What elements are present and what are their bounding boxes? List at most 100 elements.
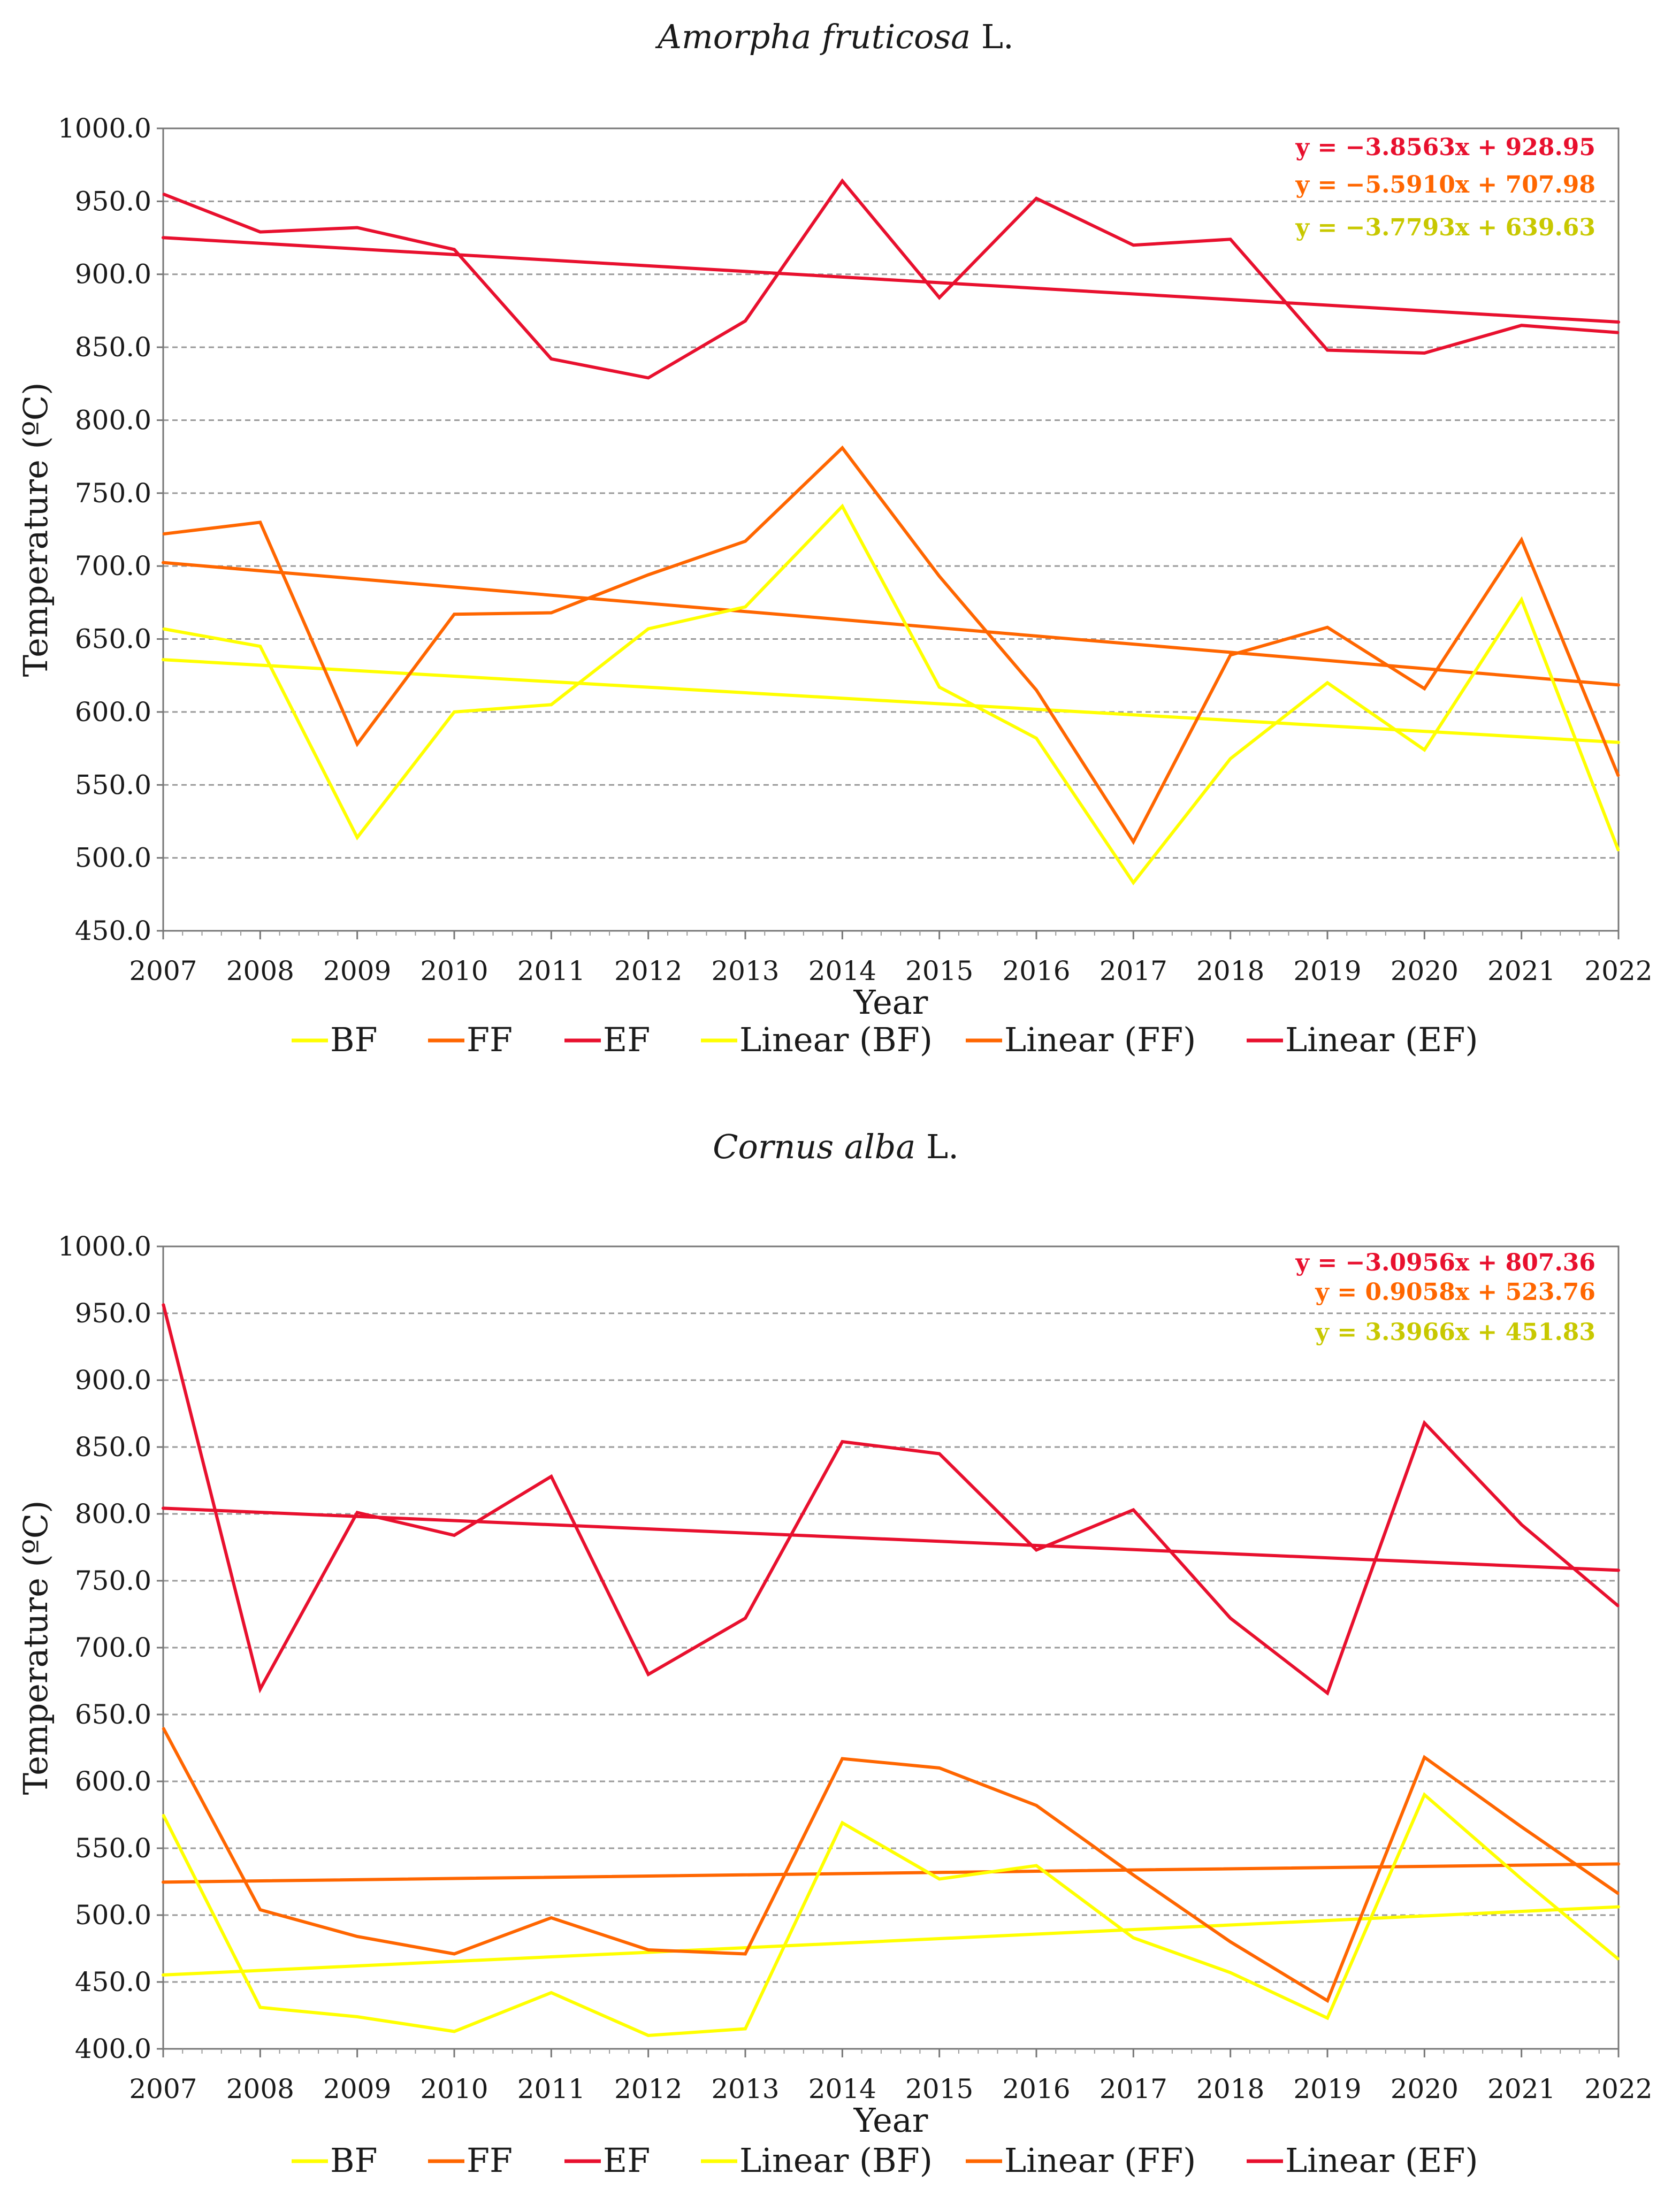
x-axis-title: Year bbox=[853, 983, 928, 1022]
data-point-ef bbox=[356, 1512, 358, 1513]
data-point-ff bbox=[259, 521, 261, 523]
x-tick-label: 2009 bbox=[323, 955, 391, 986]
data-point-ef bbox=[259, 231, 261, 233]
data-point-ff bbox=[1617, 1893, 1620, 1895]
data-point-ef bbox=[1423, 1422, 1425, 1424]
legend-label-linear-ef: Linear (EF) bbox=[1285, 2141, 1478, 2180]
data-point-bf bbox=[259, 645, 261, 647]
trend-equation-eq-bf: y = −3.7793x + 639.63 bbox=[1295, 214, 1595, 241]
data-point-bf bbox=[841, 505, 843, 507]
data-point-ff bbox=[550, 1917, 552, 1919]
data-point-ef bbox=[744, 1617, 746, 1619]
data-point-ef bbox=[1230, 238, 1232, 240]
x-tick-label: 2017 bbox=[1100, 2073, 1167, 2104]
data-point-ef bbox=[744, 320, 746, 322]
data-point-ef bbox=[356, 226, 358, 228]
legend-label-linear-bf: Linear (BF) bbox=[739, 2141, 933, 2180]
data-point-ef bbox=[647, 377, 650, 379]
chart-amorpha-fruticosa: Amorpha fruticosa L. 450.0 500.0 550.0 600.0… bbox=[16, 17, 1653, 1059]
x-tick-label: 2007 bbox=[129, 2073, 197, 2104]
data-point-ff bbox=[647, 574, 650, 576]
data-point-bf bbox=[356, 2016, 358, 2018]
y-tick-label: 800.0 bbox=[75, 1498, 151, 1529]
data-point-bf bbox=[1423, 1794, 1425, 1796]
data-point-bf bbox=[1617, 1958, 1620, 1960]
data-point-ef bbox=[938, 296, 941, 298]
data-point-bf bbox=[938, 686, 941, 688]
data-point-ef bbox=[1326, 1692, 1329, 1694]
x-tick-label: 2021 bbox=[1487, 955, 1555, 986]
data-point-bf bbox=[1617, 849, 1620, 852]
x-tick-label: 2019 bbox=[1293, 955, 1361, 986]
y-tick-label: 750.0 bbox=[75, 478, 151, 509]
y-tick-label: 850.0 bbox=[75, 332, 151, 363]
data-point-ff bbox=[162, 533, 164, 535]
data-point-bf bbox=[162, 627, 164, 630]
data-point-bf bbox=[1326, 2017, 1329, 2019]
series-line-bf bbox=[162, 1792, 1620, 2038]
data-point-bf bbox=[1521, 1878, 1523, 1880]
data-point-ff bbox=[647, 1949, 650, 1951]
y-tick-label: 550.0 bbox=[75, 769, 151, 800]
data-point-bf bbox=[938, 1878, 941, 1880]
legend-label-ff: FF bbox=[467, 1020, 513, 1059]
data-point-bf bbox=[744, 606, 746, 608]
trend-equation-eq-ff: y = −5.5910x + 707.98 bbox=[1295, 171, 1595, 198]
data-point-bf bbox=[1230, 1972, 1232, 1973]
legend-label-linear-ff: Linear (FF) bbox=[1004, 1020, 1196, 1059]
data-point-ef bbox=[1326, 349, 1329, 351]
data-point-ff bbox=[550, 611, 552, 614]
x-tick-label: 2014 bbox=[808, 955, 876, 986]
trend-equation-eq-ef: y = −3.0956x + 807.36 bbox=[1295, 1249, 1595, 1276]
chart-title-suffix: L. bbox=[971, 17, 1014, 56]
y-tick-label: 950.0 bbox=[75, 186, 151, 217]
x-tick-label: 2011 bbox=[517, 2073, 585, 2104]
y-tick-label: 600.0 bbox=[75, 696, 151, 728]
data-point-ff bbox=[938, 575, 941, 577]
x-tick-label: 2015 bbox=[905, 955, 973, 986]
y-tick-label: 950.0 bbox=[75, 1298, 151, 1329]
data-point-ff bbox=[841, 447, 843, 449]
legend-label-linear-ff: Linear (FF) bbox=[1004, 2141, 1196, 2180]
data-point-ff bbox=[841, 1758, 843, 1759]
data-point-bf bbox=[647, 627, 650, 630]
x-tick-label: 2009 bbox=[323, 2073, 391, 2104]
data-point-ef bbox=[1521, 1524, 1523, 1526]
data-point-bf bbox=[550, 703, 552, 706]
trend-equation-eq-bf: y = 3.3966x + 451.83 bbox=[1315, 1319, 1595, 1346]
data-point-ef bbox=[259, 1688, 261, 1690]
data-point-bf bbox=[1521, 599, 1523, 601]
data-point-ef bbox=[550, 1475, 552, 1478]
series-line-bf bbox=[163, 503, 1620, 886]
x-tick-label: 2008 bbox=[226, 955, 294, 986]
x-tick-label: 2022 bbox=[1584, 2073, 1652, 2104]
data-point-ff bbox=[356, 743, 358, 745]
x-tick-label: 2007 bbox=[129, 955, 197, 986]
legend-label-linear-bf: Linear (BF) bbox=[739, 1020, 933, 1059]
y-tick-label: 900.0 bbox=[75, 1365, 151, 1396]
data-point-ff bbox=[1132, 841, 1134, 843]
legend-label-bf: BF bbox=[330, 1020, 378, 1059]
plot-area bbox=[162, 1245, 1620, 2050]
data-point-ef bbox=[1035, 197, 1037, 200]
data-point-ff bbox=[162, 1727, 164, 1729]
y-tick-label: 650.0 bbox=[75, 624, 151, 655]
x-tick-label: 2016 bbox=[1002, 955, 1070, 986]
chart-title-species: Amorpha fruticosa bbox=[655, 17, 971, 56]
y-tick-label: 400.0 bbox=[75, 2033, 151, 2064]
data-point-ef bbox=[1521, 324, 1523, 326]
data-point-bf bbox=[1326, 682, 1329, 684]
data-point-ef bbox=[938, 1453, 941, 1455]
data-point-ff bbox=[1423, 1756, 1425, 1758]
y-axis-title: Temperature (ºC) bbox=[16, 1501, 55, 1795]
y-tick-label: 600.0 bbox=[75, 1766, 151, 1797]
y-tick-label: 800.0 bbox=[75, 404, 151, 435]
trendline-linear-ef bbox=[162, 236, 1620, 324]
y-tick-label: 1000.0 bbox=[58, 1231, 151, 1262]
data-point-bf bbox=[1423, 749, 1425, 751]
data-point-ff bbox=[1132, 1874, 1134, 1876]
x-tick-label: 2010 bbox=[420, 2073, 488, 2104]
y-tick-label: 700.0 bbox=[75, 1632, 151, 1663]
legend-label-ef: EF bbox=[603, 1020, 650, 1059]
data-point-ff bbox=[1230, 654, 1232, 656]
